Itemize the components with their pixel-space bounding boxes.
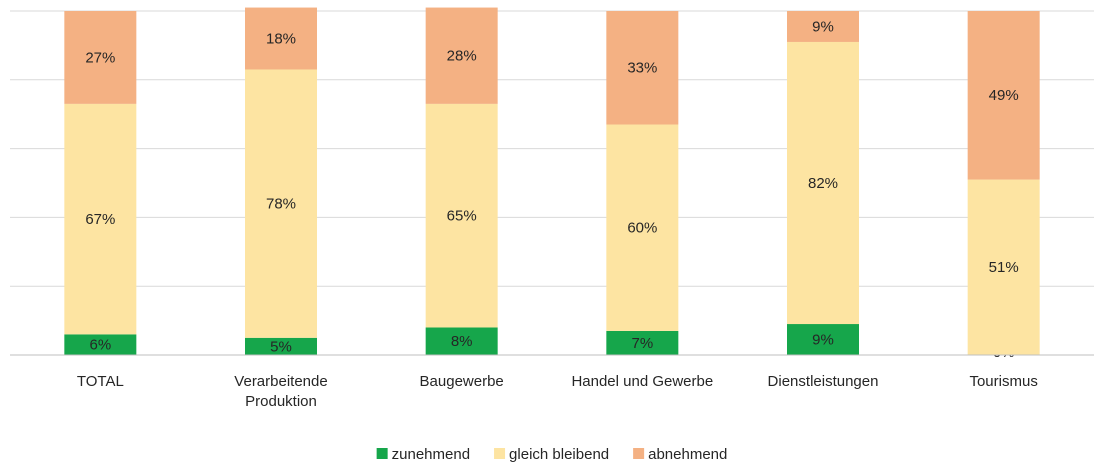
data-label: 7% xyxy=(631,335,653,352)
x-tick-label: Handel und Gewerbe xyxy=(571,373,714,390)
bar-segment xyxy=(787,11,859,42)
bar-segment xyxy=(64,11,137,104)
data-label: 33% xyxy=(627,60,657,77)
data-label: 27% xyxy=(85,49,115,66)
data-label: 51% xyxy=(989,259,1019,276)
data-label: 9% xyxy=(812,18,834,35)
legend-label: abnehmend xyxy=(648,446,727,463)
bar-segment xyxy=(787,41,859,325)
data-label: 67% xyxy=(85,211,115,228)
data-label: 60% xyxy=(627,220,657,237)
bar-segment xyxy=(606,124,679,331)
bar-segment xyxy=(245,7,317,70)
data-label: 18% xyxy=(266,30,296,47)
bar-segment xyxy=(64,103,137,335)
bar-segment xyxy=(425,103,498,328)
bar-segment xyxy=(245,69,317,338)
data-label: 82% xyxy=(808,175,838,192)
data-label: 8% xyxy=(451,333,473,350)
bar-segment xyxy=(425,7,498,104)
legend-swatch xyxy=(494,448,506,459)
x-tick-label: Tourismus xyxy=(969,373,1038,390)
bar-segment xyxy=(245,337,317,355)
bar-segment xyxy=(967,179,1040,355)
bar-segment xyxy=(787,324,859,355)
data-label: 78% xyxy=(266,196,296,213)
bar-segment xyxy=(606,11,679,125)
legend-label: zunehmend xyxy=(392,446,470,463)
bar-segment xyxy=(606,330,679,355)
legend-swatch xyxy=(376,448,388,459)
data-label: 5% xyxy=(270,338,292,355)
data-label: 28% xyxy=(447,48,477,65)
data-label: 65% xyxy=(447,208,477,225)
data-label: 6% xyxy=(89,337,111,354)
legend-swatch xyxy=(633,448,645,459)
data-label: 49% xyxy=(989,87,1019,104)
x-tick-label: Verarbeitende Produktion xyxy=(234,373,328,410)
bar-segment xyxy=(425,327,498,355)
data-label: 9% xyxy=(812,331,834,348)
legend-label: gleich bleibend xyxy=(509,446,609,463)
x-tick-label: TOTAL xyxy=(76,373,124,390)
bar-segment xyxy=(967,11,1040,180)
bar-segment xyxy=(64,334,137,355)
x-tick-label: Baugewerbe xyxy=(419,373,504,390)
x-tick-label: Dienstleistungen xyxy=(767,373,879,390)
